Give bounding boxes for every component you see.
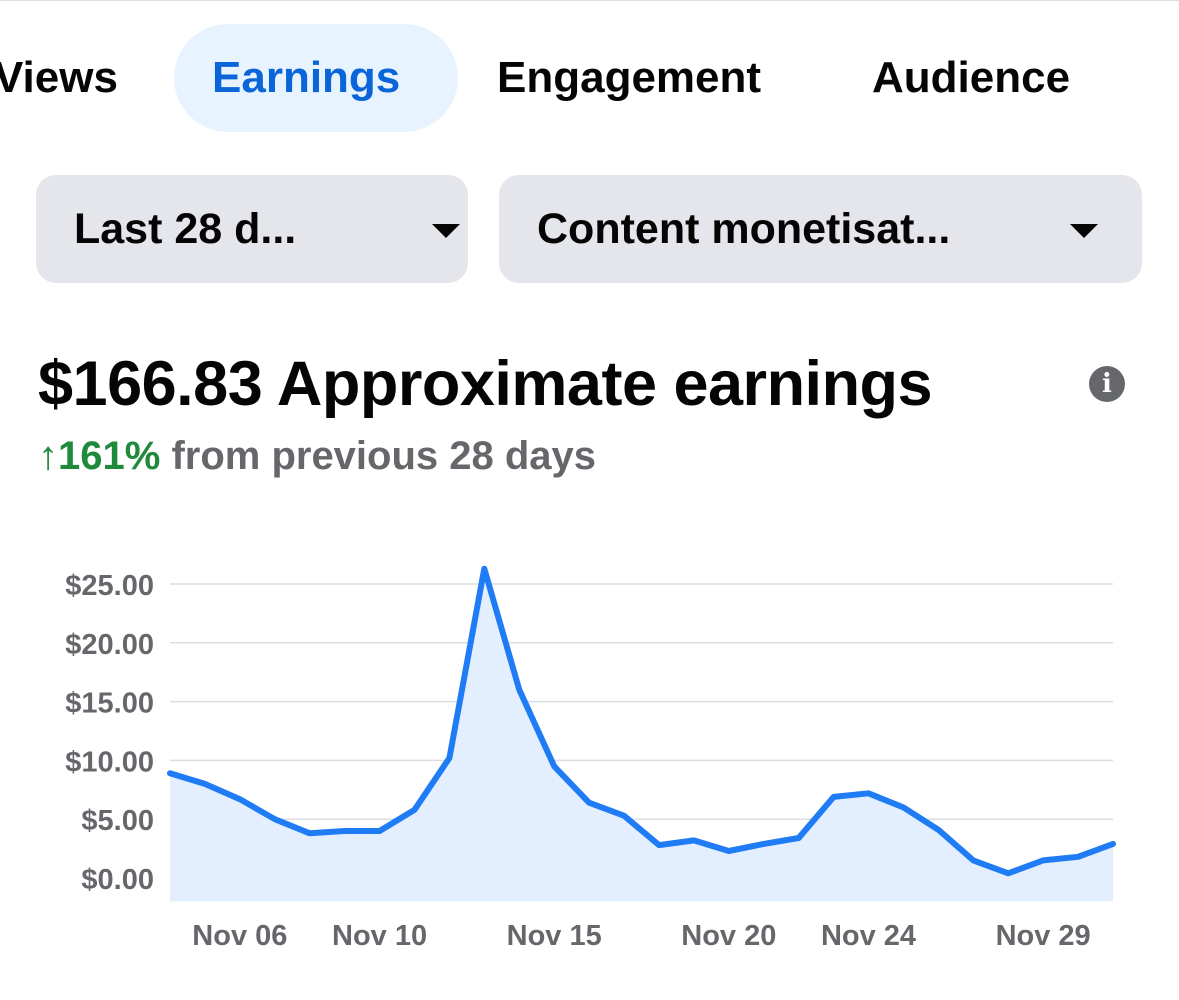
tab-audience[interactable]: Audience: [872, 53, 1071, 102]
x-tick-label: Nov 15: [507, 920, 602, 952]
x-tick-label: Nov 10: [332, 920, 427, 952]
y-tick-label: $15.00: [65, 688, 154, 720]
top-divider: [0, 0, 1179, 1]
earnings-amount: $166.83: [38, 349, 263, 419]
tab-bar: Views Earnings Engagement Audience: [0, 24, 1179, 132]
tab-engagement[interactable]: Engagement: [497, 53, 762, 102]
metric-label: Content monetisat...: [537, 205, 951, 253]
change-arrow-icon: ↑: [38, 434, 58, 478]
metric-dropdown[interactable]: Content monetisat...: [499, 175, 1142, 283]
info-icon[interactable]: i: [1089, 366, 1125, 402]
tab-earnings[interactable]: Earnings: [174, 24, 458, 132]
y-tick-label: $0.00: [81, 864, 154, 896]
change-caption: from previous 28 days: [171, 434, 597, 478]
y-tick-label: $20.00: [65, 629, 154, 661]
date-range-label: Last 28 d...: [74, 205, 297, 253]
y-tick-label: $10.00: [65, 746, 154, 778]
y-tick-label: $5.00: [81, 805, 154, 837]
chart-series-line: [167, 565, 1116, 877]
chevron-down-icon: [432, 224, 460, 238]
chart-area-fill: [170, 568, 1113, 902]
x-tick-label: Nov 29: [996, 920, 1091, 952]
earnings-change: ↑161% from previous 28 days: [38, 434, 596, 479]
chevron-down-icon: [1070, 224, 1098, 238]
tab-views[interactable]: Views: [0, 53, 118, 102]
chart-y-axis: $0.00 $5.00 $10.00 $15.00 $20.00 $25.00: [65, 570, 154, 896]
earnings-chart[interactable]: $0.00 $5.00 $10.00 $15.00 $20.00 $25.00 Nov 0…: [0, 540, 1179, 980]
date-range-dropdown[interactable]: Last 28 d...: [36, 175, 468, 283]
y-tick-label: $25.00: [65, 570, 154, 602]
chart-x-axis: Nov 06 Nov 10 Nov 15 Nov 20 Nov 24 Nov 29: [192, 920, 1090, 952]
earnings-headline: $166.83 Approximate earnings: [38, 348, 933, 420]
x-tick-label: Nov 06: [192, 920, 287, 952]
x-tick-label: Nov 24: [821, 920, 916, 952]
change-percent: 161%: [58, 434, 161, 478]
earnings-label: Approximate earnings: [276, 349, 933, 419]
x-tick-label: Nov 20: [681, 920, 776, 952]
